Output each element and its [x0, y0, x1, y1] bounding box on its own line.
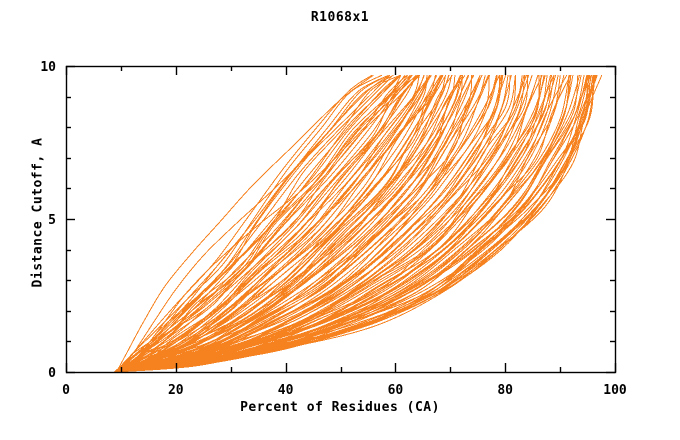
y-tick-label: 10 — [40, 60, 56, 75]
x-tick-label: 100 — [603, 383, 627, 398]
chart-title: R1068x1 — [310, 10, 370, 25]
x-tick-label: 0 — [62, 383, 70, 398]
x-tick-label: 80 — [497, 383, 513, 398]
axis-ticks — [65, 65, 617, 374]
x-tick-label: 60 — [388, 383, 404, 398]
y-tick-label: 5 — [48, 213, 56, 228]
x-axis-label: Percent of Residues (CA) — [240, 400, 440, 415]
curve-bundle — [113, 74, 603, 373]
x-tick-label: 40 — [278, 383, 294, 398]
x-tick-label: 20 — [168, 383, 184, 398]
y-tick-label: 0 — [48, 366, 56, 381]
axis-tick-labels: 0 20 40 60 80 100 0 5 10 — [40, 60, 627, 398]
